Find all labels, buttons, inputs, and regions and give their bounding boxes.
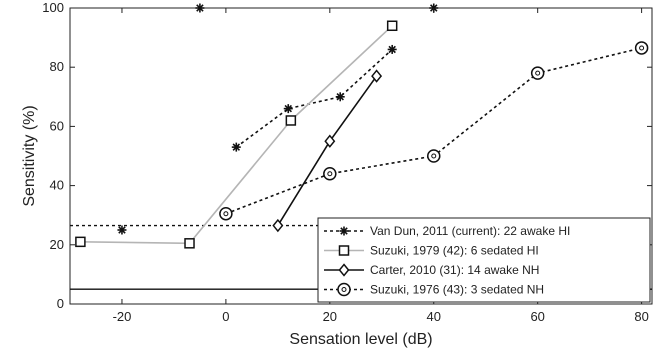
series-1-point-3 — [386, 20, 398, 32]
series-layer — [75, 3, 649, 249]
series-2-point-1 — [324, 134, 336, 148]
series-0-point-1 — [283, 104, 293, 114]
series-0-point-0 — [231, 142, 241, 152]
x-tick-label: 40 — [427, 309, 441, 324]
series-line-0 — [235, 48, 393, 148]
x-tick-label: -20 — [113, 309, 132, 324]
legend-label-1: Suzuki, 1979 (42): 6 sedated HI — [370, 244, 539, 258]
legend-entry-3: Suzuki, 1976 (43): 3 sedated NH — [324, 283, 544, 297]
legend-entry-0: Van Dun, 2011 (current): 22 awake HI — [324, 224, 570, 238]
series-2-point-0 — [272, 218, 284, 233]
legend: Van Dun, 2011 (current): 22 awake HI Suzu… — [317, 217, 651, 303]
x-tick-label: 20 — [323, 309, 337, 324]
series-line-1 — [80, 25, 393, 245]
y-tick-label: 100 — [42, 0, 64, 15]
y-tick-label: 0 — [57, 296, 64, 311]
legend-marker-0 — [339, 226, 349, 236]
legend-marker-3 — [337, 282, 351, 297]
series-3-point-4 — [634, 41, 649, 55]
series-0-isolated-point-0 — [117, 225, 127, 235]
legend-entry-2: Carter, 2010 (31): 14 awake NH — [324, 263, 539, 277]
series-0-point-3 — [387, 44, 397, 54]
series-0-isolated-point-1 — [195, 3, 205, 13]
x-axis-title: Sensation level (dB) — [289, 331, 432, 348]
legend-label-0: Van Dun, 2011 (current): 22 awake HI — [370, 224, 570, 238]
x-axis-ticks: -20 0 20 40 60 80 — [113, 8, 649, 324]
legend-marker-1 — [338, 245, 350, 256]
y-tick-label: 80 — [50, 59, 64, 74]
series-3-point-2 — [427, 149, 441, 163]
legend-entry-1: Suzuki, 1979 (42): 6 sedated HI — [324, 244, 539, 258]
y-axis-ticks: 0 20 40 60 80 100 — [42, 0, 652, 311]
legend-box — [317, 217, 651, 303]
y-tick-label: 40 — [50, 178, 64, 193]
y-tick-label: 60 — [50, 118, 64, 133]
series-1-point-2 — [285, 115, 297, 126]
x-tick-label: 80 — [634, 309, 648, 324]
series-0 — [117, 3, 439, 235]
series-1 — [75, 20, 398, 249]
y-tick-label: 20 — [50, 237, 64, 252]
x-tick-label: 60 — [530, 309, 544, 324]
x-tick-label: 0 — [222, 309, 229, 324]
series-2 — [272, 69, 383, 233]
series-1-point-1 — [184, 238, 195, 249]
series-2-point-2 — [371, 69, 383, 83]
legend-label-3: Suzuki, 1976 (43): 3 sedated NH — [370, 283, 544, 297]
series-0-point-2 — [335, 92, 345, 102]
series-3 — [219, 41, 649, 221]
legend-label-2: Carter, 2010 (31): 14 awake NH — [370, 263, 539, 277]
legend-marker-2 — [338, 263, 350, 277]
y-axis-title: Sensitivity (%) — [21, 105, 38, 206]
series-1-point-0 — [75, 236, 86, 248]
series-3-point-0 — [219, 206, 233, 221]
series-3-point-3 — [530, 66, 545, 80]
series-3-point-1 — [323, 167, 337, 181]
